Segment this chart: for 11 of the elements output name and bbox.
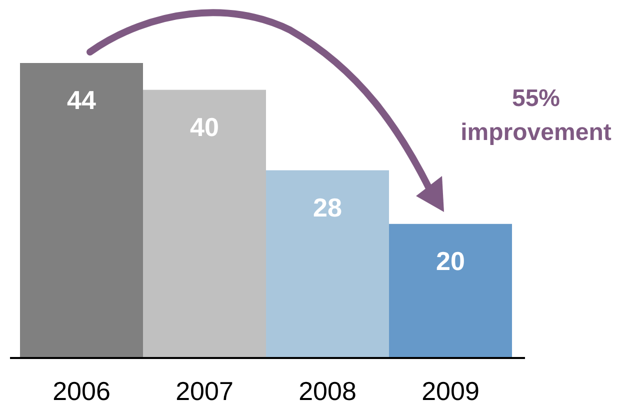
data-label: 40 [190, 112, 219, 142]
data-label: 20 [436, 246, 465, 276]
x-tick-label: 2009 [422, 376, 480, 406]
x-tick-label: 2008 [298, 376, 356, 406]
bar [389, 224, 512, 358]
data-label: 28 [313, 192, 342, 222]
bar [20, 63, 143, 358]
x-tick-label: 2007 [176, 376, 234, 406]
data-label: 44 [67, 85, 96, 115]
annotation: 55% improvement [460, 85, 612, 146]
x-tick-label: 2006 [52, 376, 110, 406]
